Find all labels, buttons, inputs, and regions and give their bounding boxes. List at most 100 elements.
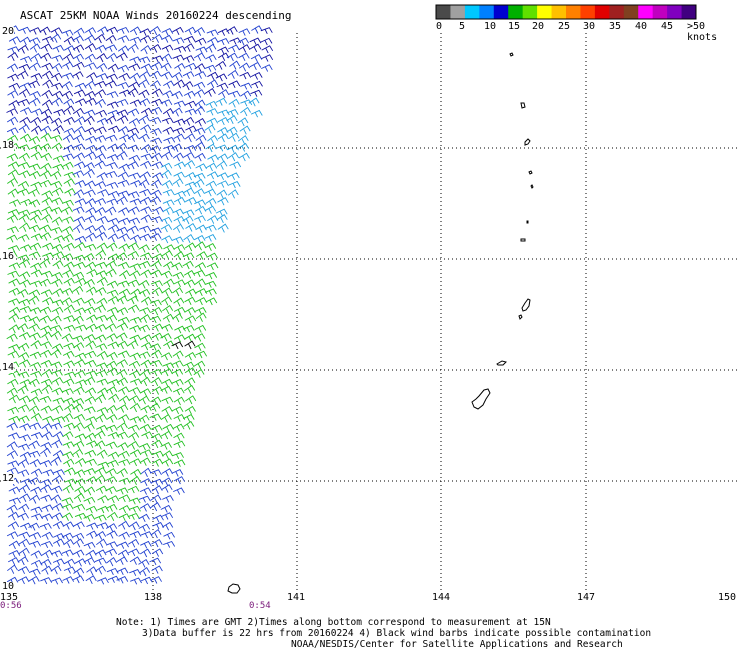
wind-barb xyxy=(160,71,173,80)
wind-barb xyxy=(73,521,85,530)
wind-barb xyxy=(83,162,95,171)
wind-barb xyxy=(73,89,86,98)
island-pagan xyxy=(530,184,534,189)
wind-barb xyxy=(62,412,74,423)
wind-barb xyxy=(117,261,130,270)
wind-barb xyxy=(228,132,240,142)
wind-barb xyxy=(19,423,32,431)
wind-barb xyxy=(96,277,108,287)
wind-barb xyxy=(28,522,40,531)
wind-barb xyxy=(238,62,250,72)
wind-barb xyxy=(106,530,118,539)
wind-barb xyxy=(261,64,273,72)
wind-barb xyxy=(41,62,54,71)
wind-barb xyxy=(83,496,96,505)
wind-barb xyxy=(95,44,107,53)
wind-barb xyxy=(150,529,162,539)
wind-barb xyxy=(118,217,131,226)
wind-barb xyxy=(106,567,119,576)
wind-barb xyxy=(173,279,186,288)
wind-barb xyxy=(162,206,174,215)
wind-barb xyxy=(163,278,175,288)
wind-barb xyxy=(86,530,98,539)
wind-barb xyxy=(29,362,42,370)
wind-barb xyxy=(61,253,74,262)
wind-barb xyxy=(128,172,141,180)
island-maug xyxy=(520,102,526,109)
wind-barb xyxy=(29,62,41,72)
wind-barb xyxy=(161,151,173,161)
wind-barb xyxy=(118,504,131,514)
wind-barb xyxy=(40,484,52,494)
wind-barb xyxy=(42,469,55,477)
wind-barb xyxy=(18,162,31,170)
colorbar-swatch xyxy=(522,5,538,19)
wind-barb xyxy=(229,37,242,45)
wind-barb xyxy=(182,260,194,270)
wind-barb xyxy=(118,513,131,522)
wind-barb xyxy=(62,153,75,161)
wind-barb xyxy=(74,433,87,441)
wind-barb xyxy=(83,334,96,343)
wind-barb xyxy=(41,565,53,575)
wind-barb xyxy=(96,242,108,252)
wind-barb xyxy=(140,63,153,72)
wind-barb xyxy=(41,36,54,44)
wind-barb xyxy=(171,262,183,271)
wind-barb xyxy=(116,295,128,305)
wind-barb xyxy=(95,98,106,108)
wind-barb xyxy=(63,277,75,287)
wind-barb xyxy=(105,80,117,89)
wind-barb xyxy=(7,406,19,415)
wind-barb xyxy=(51,387,64,396)
wind-barb xyxy=(139,503,152,512)
wind-barb xyxy=(140,540,152,549)
wind-barb xyxy=(150,216,163,224)
wind-barb xyxy=(73,492,85,503)
wind-barb xyxy=(184,340,196,350)
wind-barb xyxy=(183,43,195,53)
wind-barb xyxy=(62,216,74,224)
wind-barb xyxy=(116,422,128,432)
wind-barb xyxy=(73,216,86,225)
wind-barb xyxy=(83,468,96,476)
wind-barb xyxy=(17,371,30,379)
wind-barb xyxy=(40,494,53,502)
wind-barb xyxy=(138,89,150,99)
wind-barb xyxy=(152,522,165,530)
wind-barb xyxy=(17,385,29,395)
wind-barb xyxy=(50,494,62,504)
lon-tick-138: 138 xyxy=(144,592,163,603)
wind-barb xyxy=(63,324,76,332)
wind-barb xyxy=(51,62,63,73)
wind-barb xyxy=(205,54,217,63)
wind-barb xyxy=(52,558,65,566)
wind-barb xyxy=(107,495,120,504)
wind-barb xyxy=(106,198,119,206)
wind-barb xyxy=(8,36,21,45)
wind-barb xyxy=(182,361,195,370)
wind-barb xyxy=(107,143,119,153)
lat-tick-14: 14 xyxy=(2,362,15,373)
wind-barb xyxy=(194,241,206,251)
wind-barb xyxy=(39,224,52,233)
wind-barb xyxy=(138,351,151,359)
wind-barb xyxy=(107,307,119,315)
wind-barb xyxy=(73,152,86,161)
wind-barb xyxy=(138,414,150,424)
wind-barb xyxy=(17,566,30,575)
wind-barb xyxy=(140,269,152,279)
wind-barb xyxy=(138,179,150,189)
wind-barb xyxy=(129,458,142,467)
wind-barb xyxy=(138,443,151,451)
wind-barb xyxy=(129,556,141,565)
wind-barb xyxy=(128,370,141,379)
wind-barb xyxy=(260,37,273,46)
island-anatahan xyxy=(520,238,526,242)
wind-barb xyxy=(185,222,197,232)
wind-barb xyxy=(128,548,140,557)
wind-barb xyxy=(162,362,175,370)
wind-barb xyxy=(117,179,130,187)
wind-barb xyxy=(129,449,142,458)
wind-barb xyxy=(85,575,97,585)
